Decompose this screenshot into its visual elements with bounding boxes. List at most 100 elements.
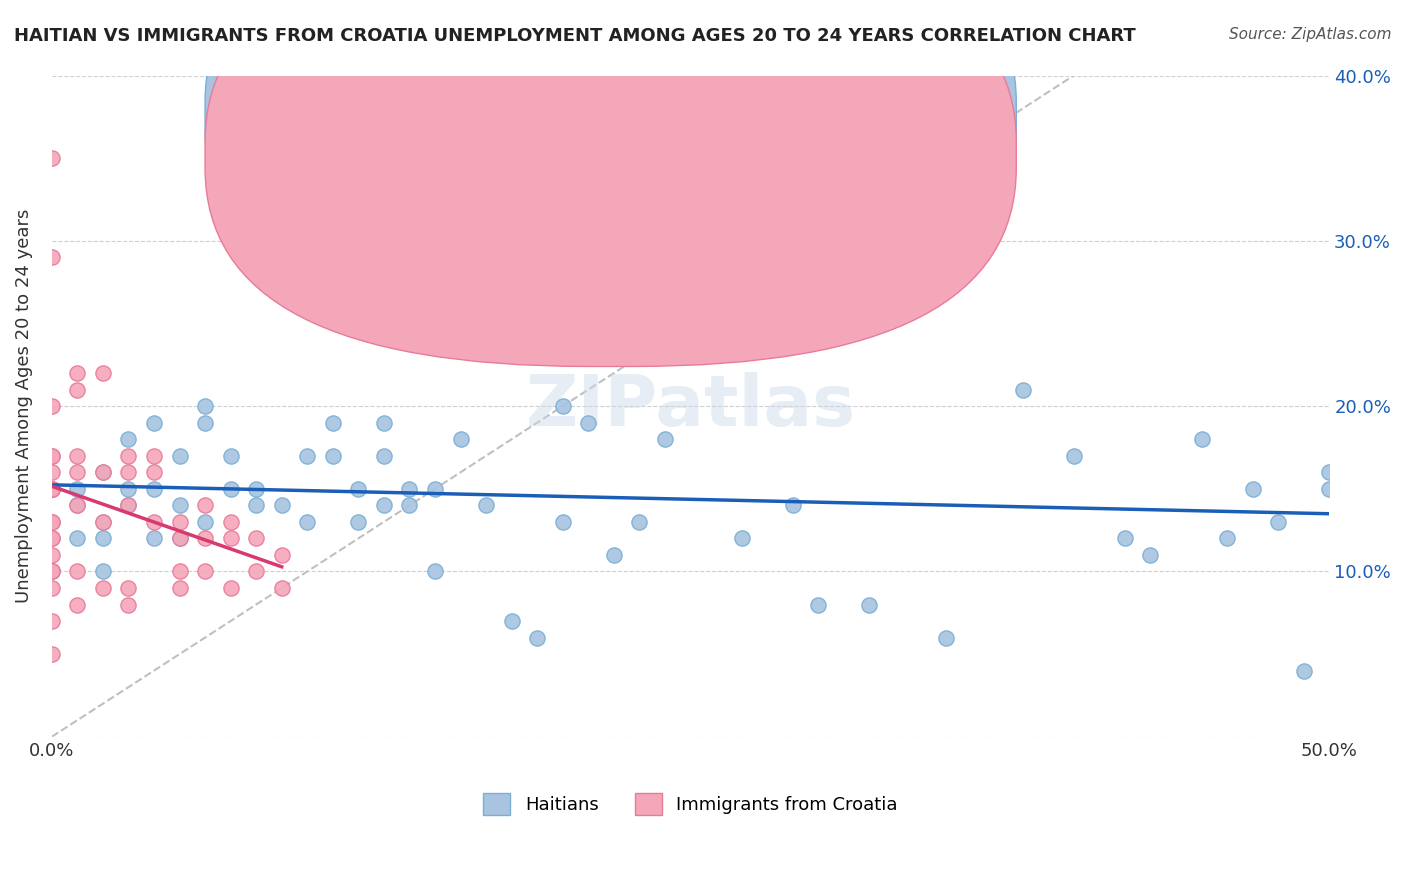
Text: -0.035: -0.035 <box>658 106 723 124</box>
Point <box>347 515 370 529</box>
Point <box>41 482 63 496</box>
Point <box>66 598 89 612</box>
Point <box>91 565 114 579</box>
Point <box>1292 664 1315 678</box>
Point <box>142 449 165 463</box>
Point <box>1216 532 1239 546</box>
FancyBboxPatch shape <box>569 86 965 185</box>
Point <box>1011 383 1033 397</box>
Point <box>41 532 63 546</box>
Point <box>297 449 319 463</box>
Point <box>603 548 626 562</box>
Point <box>91 532 114 546</box>
Text: N =: N = <box>786 146 827 164</box>
Point <box>41 482 63 496</box>
Point <box>41 251 63 265</box>
Point <box>807 598 830 612</box>
Point <box>1114 532 1136 546</box>
Text: R =: R = <box>588 146 627 164</box>
Point <box>41 449 63 463</box>
Point <box>270 581 292 595</box>
Text: HAITIAN VS IMMIGRANTS FROM CROATIA UNEMPLOYMENT AMONG AGES 20 TO 24 YEARS CORREL: HAITIAN VS IMMIGRANTS FROM CROATIA UNEMP… <box>14 27 1136 45</box>
Point <box>219 581 242 595</box>
Point <box>66 565 89 579</box>
Point <box>91 515 114 529</box>
Point <box>142 515 165 529</box>
Point <box>41 565 63 579</box>
Point <box>423 482 446 496</box>
Point <box>41 515 63 529</box>
Point <box>270 499 292 513</box>
Point <box>219 532 242 546</box>
Point <box>373 416 395 430</box>
Point <box>297 515 319 529</box>
Point <box>450 432 472 446</box>
Point <box>1191 432 1213 446</box>
Point <box>41 548 63 562</box>
Point <box>1139 548 1161 562</box>
Point <box>41 449 63 463</box>
Point <box>41 565 63 579</box>
FancyBboxPatch shape <box>205 0 1017 326</box>
Point <box>142 416 165 430</box>
Point <box>194 565 217 579</box>
Point <box>576 416 599 430</box>
Point <box>1317 465 1340 479</box>
Point <box>169 532 191 546</box>
Point <box>347 482 370 496</box>
Point <box>41 581 63 595</box>
Point <box>66 366 89 380</box>
Point <box>41 515 63 529</box>
Point <box>475 499 498 513</box>
Point <box>423 565 446 579</box>
Point <box>142 482 165 496</box>
Point <box>194 499 217 513</box>
Point <box>782 499 804 513</box>
Point <box>628 515 651 529</box>
Point <box>935 631 957 645</box>
Point <box>245 482 267 496</box>
Point <box>66 499 89 513</box>
Point <box>117 499 139 513</box>
Point <box>142 532 165 546</box>
Point <box>194 515 217 529</box>
Point <box>66 465 89 479</box>
Point <box>91 515 114 529</box>
Point <box>169 515 191 529</box>
Point <box>117 598 139 612</box>
Point <box>41 482 63 496</box>
Point <box>322 449 344 463</box>
Point <box>169 581 191 595</box>
Text: R =: R = <box>588 106 627 124</box>
Point <box>66 532 89 546</box>
Point <box>117 499 139 513</box>
Point <box>858 598 880 612</box>
Point <box>41 482 63 496</box>
Point <box>219 482 242 496</box>
Point <box>219 515 242 529</box>
Point <box>297 300 319 314</box>
Text: Source: ZipAtlas.com: Source: ZipAtlas.com <box>1229 27 1392 42</box>
Point <box>41 614 63 628</box>
Point <box>117 449 139 463</box>
Text: 52: 52 <box>851 146 875 164</box>
Point <box>169 532 191 546</box>
Point <box>66 482 89 496</box>
Point <box>117 482 139 496</box>
Point <box>117 465 139 479</box>
Point <box>270 548 292 562</box>
Point <box>679 317 702 331</box>
Point <box>1241 482 1264 496</box>
Point <box>219 449 242 463</box>
Point <box>66 383 89 397</box>
Point <box>169 565 191 579</box>
Point <box>398 499 420 513</box>
Point <box>194 416 217 430</box>
Point <box>41 532 63 546</box>
Point <box>654 432 676 446</box>
Point <box>245 532 267 546</box>
Point <box>169 499 191 513</box>
Point <box>373 499 395 513</box>
Point <box>194 399 217 413</box>
Point <box>41 565 63 579</box>
